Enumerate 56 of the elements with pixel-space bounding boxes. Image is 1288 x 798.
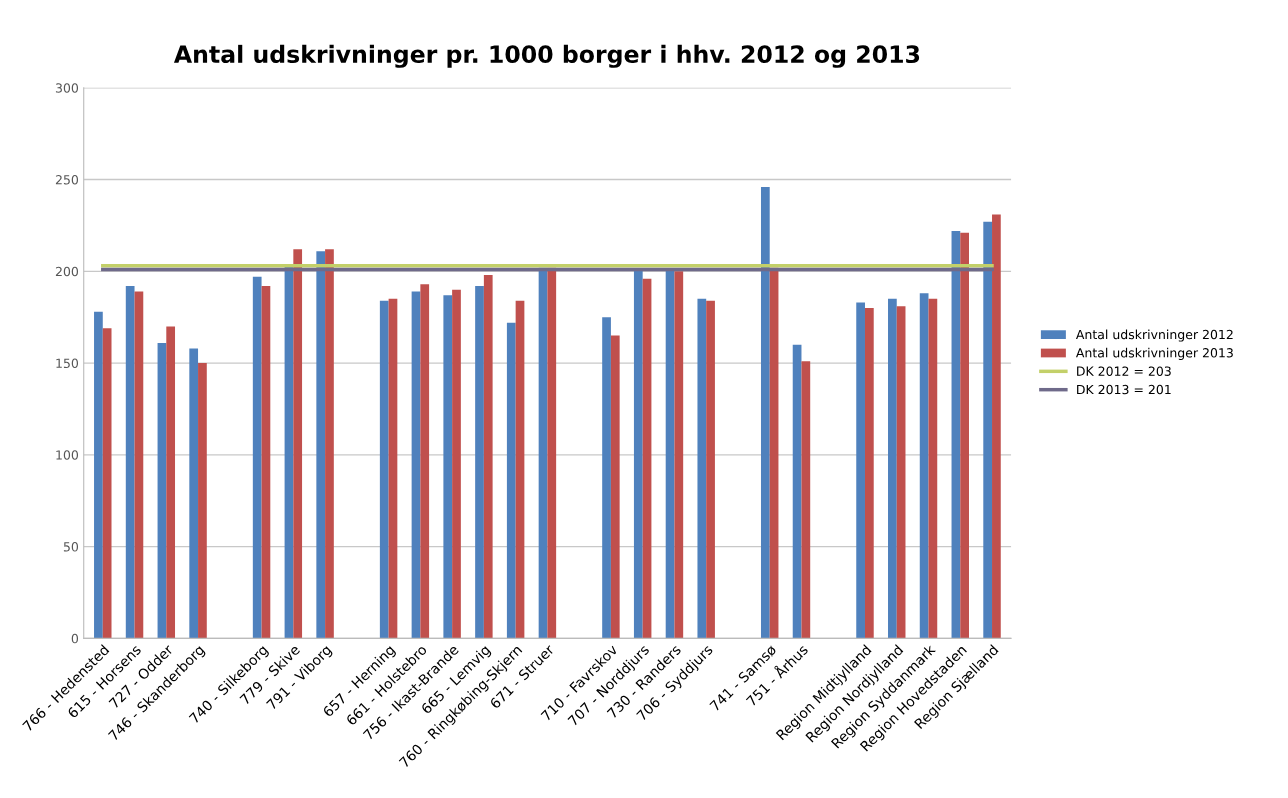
y-tick-label: 150 [56,358,79,369]
bar [992,214,1001,639]
bar [411,291,421,639]
bar [316,251,326,639]
bar [293,249,303,639]
chart-title: Antal udskrivninger pr. 1000 borger i hhv. 2012 og 2013 [173,44,920,68]
y-tick-label: 100 [56,450,79,460]
bar [166,326,176,639]
bar [157,342,167,639]
bar [864,308,874,639]
bar [252,276,262,639]
bar [602,317,611,639]
bar [443,295,453,639]
bar [642,278,652,639]
bar [134,291,144,639]
bar [388,298,398,639]
bar [452,289,461,639]
bar [506,322,516,639]
legend-label: Antal udskrivninger 2012 [1075,329,1233,342]
bar [801,361,811,639]
bar [792,344,802,639]
bar [483,274,493,639]
bar [379,300,389,639]
y-tick-label: 0 [71,633,79,644]
bar [125,286,135,639]
bar [888,298,897,639]
legend-label: DK 2013 = 201 [1077,384,1171,395]
legend-label: DK 2012 = 203 [1077,366,1171,376]
y-tick-label: 200 [55,266,79,277]
bar [325,249,334,639]
bar [261,286,271,639]
y-tick-label: 250 [55,175,79,185]
bar [928,298,938,639]
bar [960,232,969,639]
bar [633,269,643,639]
bar [102,328,112,639]
bar [515,300,525,639]
bar [697,298,707,639]
bar [674,271,684,639]
bar [983,221,993,639]
legend-label: Antal udskrivninger 2013 [1075,347,1233,360]
bar [198,363,207,639]
bar [94,311,103,639]
bar [420,284,430,639]
bar [665,269,675,639]
y-tick-label: 300 [55,83,79,93]
bar [760,186,770,639]
bar [610,335,620,639]
bar [951,230,961,639]
bar [919,293,929,639]
bar [896,306,906,639]
bar [856,302,865,639]
y-tick-label: 50 [63,542,79,552]
bar [189,348,199,639]
bar [706,300,715,639]
bar [475,286,484,639]
